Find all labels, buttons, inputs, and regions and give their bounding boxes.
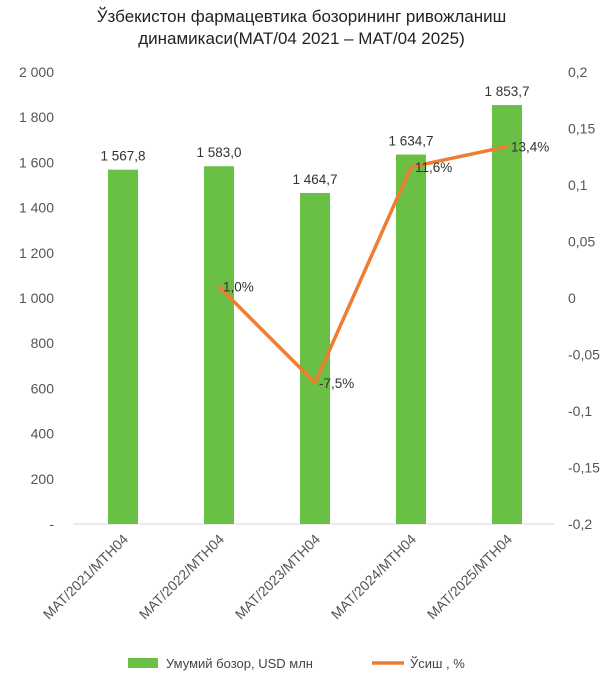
- chart-title: Ўзбекистон фармацевтика бозорининг ривож…: [0, 6, 603, 50]
- bar-data-label: 1 464,7: [292, 172, 337, 187]
- y-right-tick-label: -0,2: [568, 516, 592, 532]
- line-data-label: -7,5%: [319, 376, 354, 391]
- bar: [204, 166, 234, 524]
- y-right-tick-label: -0,1: [568, 403, 592, 419]
- line-data-label: 1,0%: [223, 280, 254, 295]
- x-tick-label: MAT/2021/MTH04: [40, 531, 132, 623]
- y-left-tick-label: 800: [31, 335, 55, 351]
- y-left-tick-label: 200: [31, 471, 55, 487]
- bar: [492, 105, 522, 525]
- x-tick-label: MAT/2022/MTH04: [136, 531, 228, 623]
- y-left-tick-label: -: [49, 516, 54, 532]
- x-tick-label: MAT/2023/MTH04: [232, 531, 324, 623]
- y-right-tick-label: 0,05: [568, 234, 595, 250]
- y-right-tick-label: -0,05: [568, 347, 600, 363]
- y-left-tick-label: 1 600: [19, 154, 54, 170]
- growth-point: [217, 285, 221, 289]
- y-right-tick-label: 0,15: [568, 121, 595, 137]
- bar-data-label: 1 634,7: [388, 134, 433, 149]
- y-left-tick-label: 400: [31, 426, 55, 442]
- y-left-tick-label: 600: [31, 380, 55, 396]
- y-right-tick-label: -0,15: [568, 460, 600, 476]
- growth-point: [409, 165, 413, 169]
- line-data-label: 13,4%: [511, 140, 549, 155]
- legend-bar-swatch: [128, 658, 158, 668]
- bar-data-label: 1 583,0: [196, 145, 241, 160]
- bar: [108, 169, 138, 525]
- y-left-tick-label: 1 800: [19, 109, 54, 125]
- y-left-tick-label: 1 000: [19, 290, 54, 306]
- y-right-tick-label: 0,1: [568, 177, 588, 193]
- growth-point: [505, 145, 509, 149]
- chart-title-line-2: динамикаси(MAT/04 2021 – MAT/04 2025): [138, 29, 465, 48]
- bar: [396, 154, 426, 524]
- growth-point: [313, 381, 317, 385]
- line-data-label: 11,6%: [415, 160, 452, 175]
- growth-line: [217, 144, 509, 385]
- chart-title-line-1: Ўзбекистон фармацевтика бозорининг ривож…: [96, 7, 507, 26]
- legend-bar-label: Умумий бозор, USD млн: [166, 656, 313, 671]
- y-right-tick-label: 0: [568, 290, 576, 306]
- y-left-tick-label: 1 200: [19, 245, 54, 261]
- bar-data-label: 1 567,8: [100, 149, 145, 164]
- y-right-tick-label: 0,2: [568, 64, 588, 80]
- x-tick-label: MAT/2025/MTH04: [424, 531, 516, 623]
- y-left-tick-label: 2 000: [19, 64, 54, 80]
- bar-data-label: 1 853,7: [484, 84, 529, 99]
- x-tick-label: MAT/2024/MTH04: [328, 531, 420, 623]
- legend-line-label: Ўсиш , %: [410, 656, 465, 671]
- y-left-tick-label: 1 400: [19, 200, 54, 216]
